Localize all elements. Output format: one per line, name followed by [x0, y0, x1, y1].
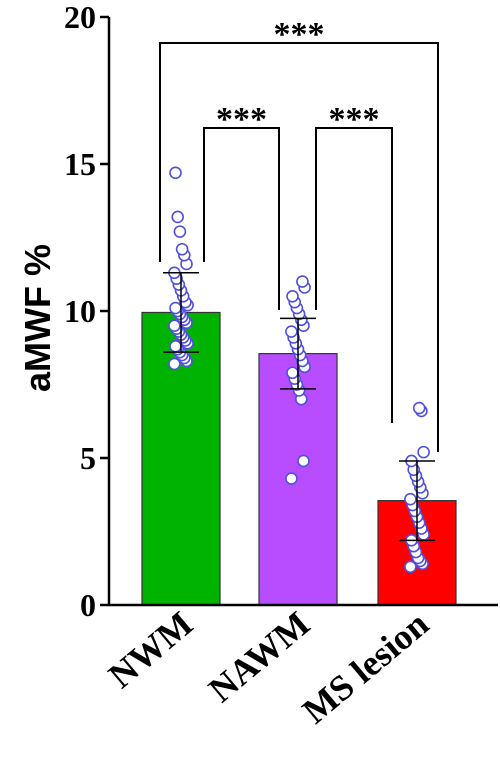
significance-label: *** — [329, 101, 380, 138]
data-point — [285, 472, 298, 485]
data-point — [171, 210, 184, 224]
significance-label: *** — [274, 16, 325, 53]
data-point — [417, 445, 430, 459]
data-point — [286, 366, 299, 380]
data-point — [169, 166, 182, 180]
y-tick-label: 10 — [64, 293, 96, 329]
bars — [141, 311, 457, 606]
data-point — [169, 301, 182, 315]
data-point — [296, 275, 309, 288]
x-category-label: MS lesion — [295, 603, 436, 731]
significance-bracket — [203, 127, 280, 310]
data-point — [297, 454, 310, 468]
significance-brackets: *** *** *** — [159, 16, 439, 452]
y-tick-label: 20 — [64, 0, 96, 35]
data-point — [286, 289, 299, 303]
y-tick-label: 5 — [80, 440, 96, 476]
data-point — [412, 401, 426, 415]
significance-bracket — [159, 42, 439, 452]
significance-bracket — [315, 127, 393, 423]
y-axis: 0 5 10 15 20 — [64, 0, 111, 623]
data-point — [168, 319, 181, 333]
significance-label: *** — [216, 101, 267, 138]
error-bars — [163, 272, 435, 542]
data-point — [285, 325, 298, 338]
data-point — [173, 225, 187, 238]
y-tick-label: 0 — [80, 587, 96, 623]
y-axis-label: aMWF % — [17, 244, 58, 392]
data-point — [404, 492, 417, 506]
data-point — [168, 357, 181, 371]
y-tick-label: 15 — [64, 146, 96, 182]
x-category-label: NAWM — [201, 603, 317, 709]
x-category-label: NWM — [101, 603, 200, 695]
data-point — [175, 242, 189, 256]
data-point — [404, 560, 417, 574]
